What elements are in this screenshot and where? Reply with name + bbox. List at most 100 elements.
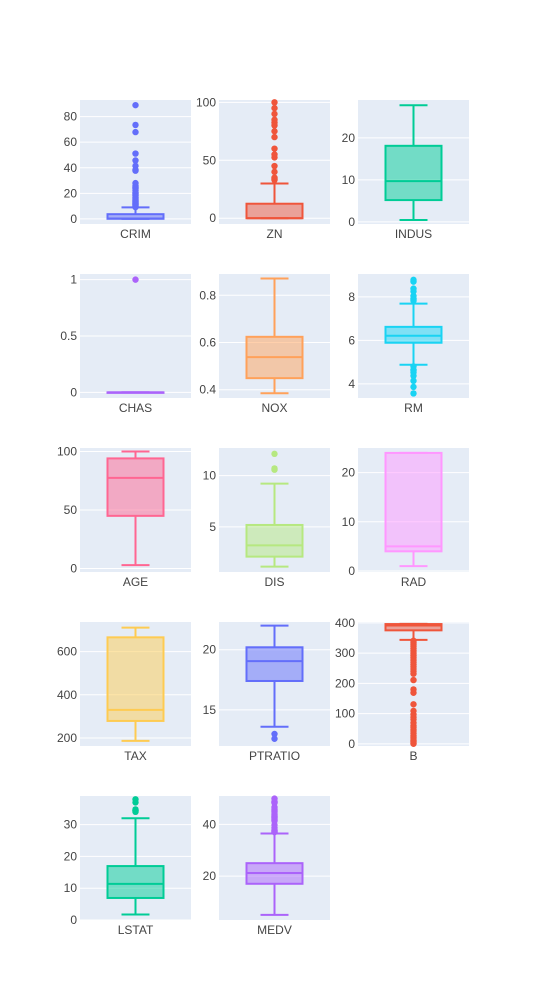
outlier-point-zn: [271, 145, 278, 152]
x-category-label-age: AGE: [123, 575, 148, 589]
y-tick-label-dis: 5: [209, 520, 216, 534]
outlier-point-zn: [271, 104, 278, 112]
outlier-point-crim: [132, 121, 139, 129]
x-category-label-ptratio: PTRATIO: [249, 749, 300, 763]
y-tick-label-age: 0: [70, 561, 77, 575]
y-tick-label-b: 200: [335, 676, 355, 690]
subplot-indus: 0 10 20 INDUS: [342, 100, 469, 241]
outlier-point-chas: [132, 276, 139, 283]
x-category-label-zn: ZN: [267, 227, 283, 241]
subplot-medv: 20 40 MEDV: [203, 795, 330, 937]
subplot-nox: 0.4 0.6 0.8 NOX: [199, 274, 330, 415]
outlier-point-ptratio: [271, 730, 278, 738]
x-category-label-dis: DIS: [264, 575, 284, 589]
x-category-label-b: B: [409, 749, 417, 763]
y-tick-label-crim: 20: [64, 186, 78, 200]
outlier-point-rm: [410, 285, 417, 292]
y-tick-label-rad: 20: [342, 466, 356, 480]
box-iqr-age: [106, 457, 165, 517]
y-tick-label-nox: 0.4: [199, 383, 216, 397]
y-tick-label-zn: 0: [209, 211, 216, 225]
outlier-point-crim: [132, 128, 139, 136]
y-tick-label-dis: 10: [203, 469, 217, 483]
subplot-zn: 0 50 100 ZN: [196, 95, 330, 241]
subplot-lstat: 0 10 20 30 LSTAT: [64, 796, 191, 937]
outlier-point-lstat: [132, 796, 139, 803]
subplot-age: 0 50 100 AGE: [57, 445, 191, 589]
outlier-point-dis: [271, 450, 278, 458]
y-tick-label-b: 0: [348, 737, 355, 751]
y-tick-label-lstat: 10: [64, 881, 78, 895]
subplot-crim: 0 20 40 60 80 CRIM: [64, 100, 191, 241]
x-category-label-nox: NOX: [261, 401, 287, 415]
subplot-chas: 0 0.5 1 CHAS: [60, 273, 191, 415]
y-tick-label-rad: 10: [342, 515, 356, 529]
outlier-point-zn: [271, 128, 278, 135]
y-tick-label-b: 100: [335, 707, 355, 721]
outlier-point-zn: [271, 174, 278, 181]
y-tick-label-crim: 60: [64, 135, 78, 149]
outlier-point-zn: [271, 110, 278, 118]
outlier-point-zn: [271, 168, 278, 176]
y-tick-label-indus: 10: [342, 173, 356, 187]
outlier-point-ptratio: [271, 735, 278, 742]
y-tick-label-rad: 0: [348, 564, 355, 578]
box-iqr-indus: [384, 144, 443, 202]
box-iqr-zn: [245, 202, 304, 220]
x-category-label-indus: INDUS: [395, 227, 432, 241]
outlier-point-zn: [271, 99, 278, 106]
y-tick-label-crim: 0: [70, 212, 77, 226]
y-tick-label-nox: 0.6: [199, 335, 216, 349]
x-category-label-crim: CRIM: [120, 227, 151, 241]
subplot-tax: 200 400 600 TAX: [57, 622, 191, 763]
box-iqr-ptratio: [245, 646, 304, 682]
subplot-dis: 5 10 DIS: [203, 448, 330, 589]
y-tick-label-lstat: 30: [64, 818, 78, 832]
y-tick-label-rm: 4: [348, 377, 355, 391]
y-tick-label-indus: 0: [348, 215, 355, 229]
x-category-label-tax: TAX: [124, 749, 146, 763]
outlier-point-crim: [132, 101, 139, 109]
box-iqr-lstat: [106, 865, 165, 899]
y-tick-label-crim: 40: [64, 161, 78, 175]
outlier-point-b: [410, 686, 417, 693]
x-category-label-rad: RAD: [401, 575, 427, 589]
subplot-rm: 4 6 8 RM: [348, 274, 469, 415]
y-tick-label-medv: 40: [203, 817, 217, 831]
outlier-point-rm: [410, 276, 417, 284]
subplot-ptratio: 15 20 PTRATIO: [203, 622, 330, 763]
y-tick-label-b: 400: [335, 616, 355, 630]
y-tick-label-crim: 80: [64, 110, 78, 124]
outlier-point-b: [410, 676, 417, 684]
outlier-point-lstat: [132, 806, 139, 813]
x-category-label-lstat: LSTAT: [118, 923, 154, 937]
outlier-point-rm: [410, 377, 417, 385]
box-iqr-dis: [245, 523, 304, 558]
outlier-point-zn: [271, 133, 278, 141]
box-iqr-b: [384, 623, 443, 632]
outlier-point-crim: [132, 162, 139, 170]
y-tick-label-tax: 600: [57, 645, 77, 659]
outlier-point-zn: [271, 151, 278, 158]
y-tick-label-age: 100: [57, 445, 77, 459]
outlier-point-b: [410, 701, 417, 708]
y-tick-label-indus: 20: [342, 131, 356, 145]
y-tick-label-ptratio: 15: [203, 703, 217, 717]
outlier-point-zn: [271, 162, 278, 170]
y-tick-label-age: 50: [64, 503, 78, 517]
outlier-point-b: [410, 707, 417, 715]
outlier-point-rm: [410, 383, 417, 391]
outlier-point-crim: [132, 157, 139, 164]
outlier-point-medv: [271, 795, 278, 802]
x-category-label-chas: CHAS: [119, 401, 152, 415]
x-category-label-rm: RM: [404, 401, 423, 415]
y-tick-label-chas: 0.5: [60, 329, 77, 343]
outlier-point-rm: [410, 390, 417, 397]
y-tick-label-nox: 0.8: [199, 288, 216, 302]
box-iqr-tax: [106, 636, 165, 722]
outlier-point-dis: [271, 465, 278, 472]
x-category-label-medv: MEDV: [257, 923, 292, 937]
y-tick-label-lstat: 0: [70, 913, 77, 927]
y-tick-label-rm: 6: [348, 333, 355, 347]
